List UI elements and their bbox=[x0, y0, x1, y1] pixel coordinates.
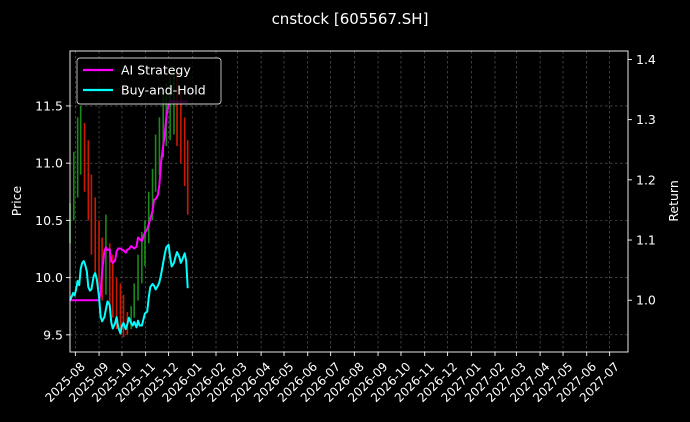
y2-tick-label: 1.0 bbox=[636, 293, 656, 308]
y2-tick-label: 1.2 bbox=[636, 172, 656, 187]
y-axis-label: Price bbox=[9, 185, 24, 216]
legend-label: Buy-and-Hold bbox=[121, 83, 206, 98]
y2-tick-label: 1.4 bbox=[636, 52, 656, 67]
y-tick-label: 11.0 bbox=[35, 156, 63, 171]
legend: AI Strategy Buy-and-Hold bbox=[76, 57, 222, 105]
legend-label: AI Strategy bbox=[121, 63, 191, 78]
y-tick-label: 11.5 bbox=[35, 98, 63, 113]
y2-tick-label: 1.3 bbox=[636, 112, 656, 127]
y-tick-label: 10.0 bbox=[35, 270, 63, 285]
y-tick-label: 10.5 bbox=[35, 213, 63, 228]
chart-title: cnstock [605567.SH] bbox=[272, 10, 429, 28]
series-line-buy-and-hold bbox=[69, 243, 189, 335]
y-tick-label: 9.5 bbox=[43, 327, 63, 342]
y2-axis-label: Return bbox=[666, 180, 681, 221]
plot-frame bbox=[69, 50, 629, 353]
y-axis-left: 9.5 10.0 10.5 11.0 11.5 bbox=[35, 98, 70, 342]
y-axis-right: 1.0 1.1 1.2 1.3 1.4 bbox=[628, 52, 656, 308]
y2-tick-label: 1.1 bbox=[636, 233, 656, 248]
